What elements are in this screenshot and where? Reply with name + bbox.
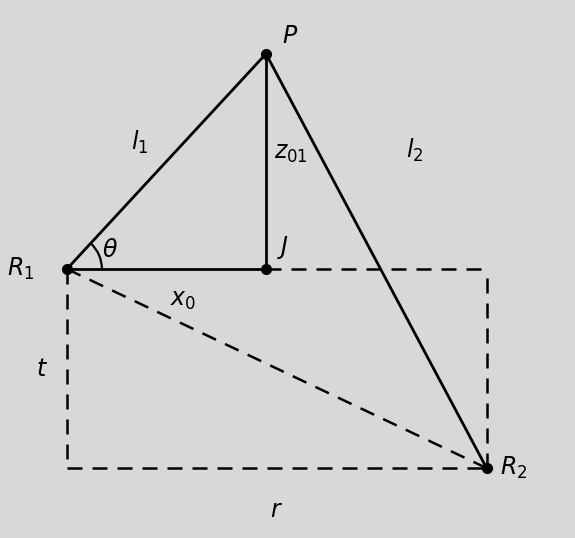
Text: $r$: $r$	[270, 498, 283, 522]
Text: $J$: $J$	[277, 234, 289, 261]
Text: $x_0$: $x_0$	[170, 288, 196, 312]
Text: $P$: $P$	[282, 24, 298, 48]
Text: $\theta$: $\theta$	[102, 238, 118, 262]
Text: $R_1$: $R_1$	[7, 256, 34, 282]
Text: $l_2$: $l_2$	[406, 137, 423, 164]
Text: $l_1$: $l_1$	[131, 129, 148, 156]
Text: $z_{01}$: $z_{01}$	[274, 141, 308, 165]
Text: $t$: $t$	[36, 357, 48, 380]
Text: $R_2$: $R_2$	[500, 455, 527, 481]
